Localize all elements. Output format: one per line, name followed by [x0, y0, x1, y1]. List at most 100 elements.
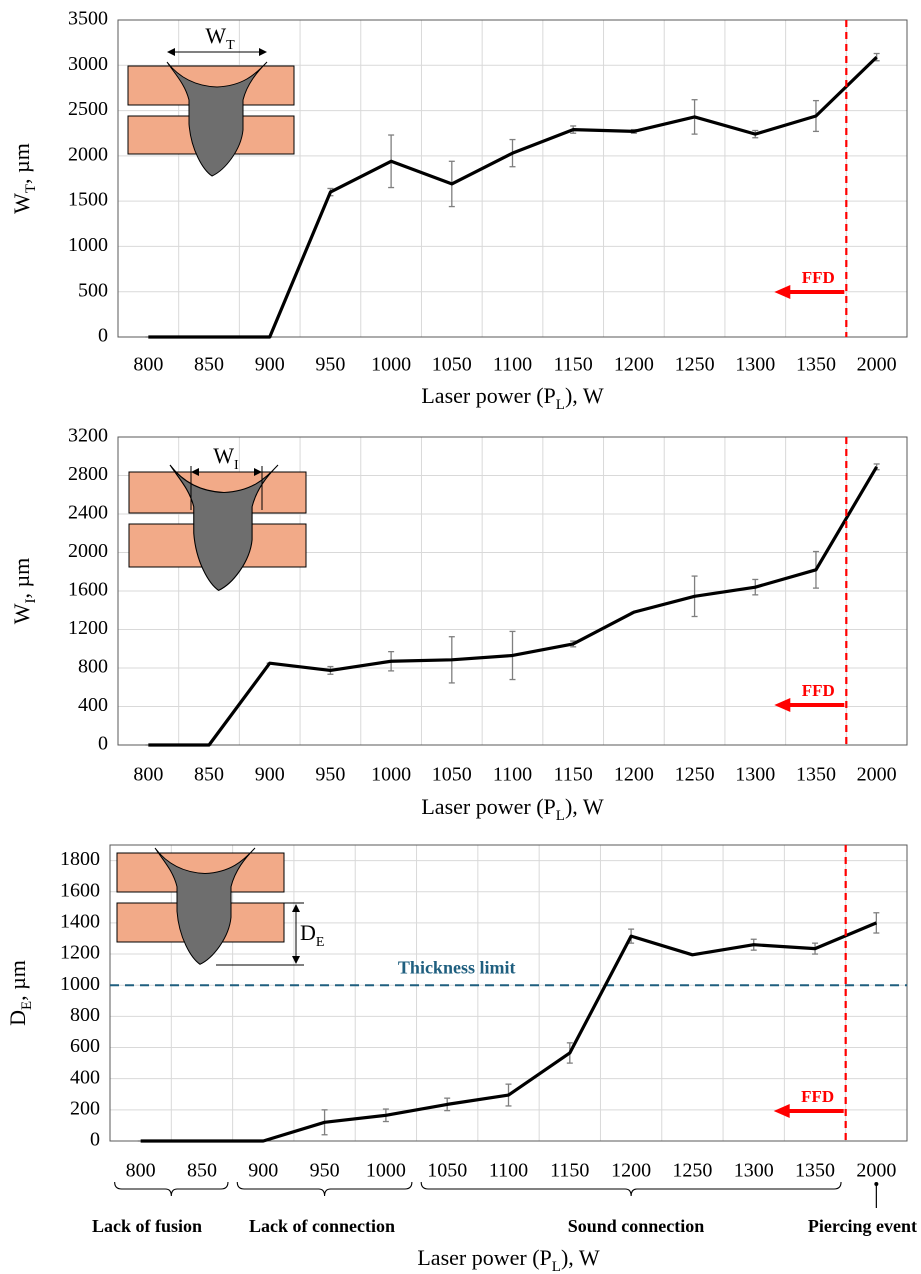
group-brace [115, 1182, 228, 1196]
y-tick-label: 0 [98, 733, 108, 755]
y-tick-label: 1600 [68, 579, 108, 601]
y-axis-label-rest: , µm [9, 143, 34, 184]
y-tick-label: 800 [70, 1004, 100, 1026]
ffd-label: FFD [802, 268, 835, 287]
ffd-arrow-head [774, 698, 790, 712]
x-tick-label: 950 [315, 354, 345, 376]
x-tick-label: 1300 [734, 1160, 774, 1182]
x-tick-label: 1050 [432, 764, 472, 786]
y-tick-label: 200 [70, 1097, 100, 1119]
x-tick-label: 1300 [735, 764, 775, 786]
x-tick-label: 800 [133, 764, 163, 786]
inset-label-sub: I [234, 458, 239, 473]
group-label: Sound connection [568, 1216, 705, 1236]
inset-label-main: D [300, 920, 316, 945]
x-tick-label: 850 [194, 354, 224, 376]
y-tick-label: 800 [78, 656, 108, 678]
y-axis-label-sub: E [19, 1001, 35, 1010]
y-axis-label-main: W [9, 193, 34, 214]
y-tick-label: 2400 [68, 502, 108, 524]
x-axis-label: Laser power (PL), W [417, 1245, 600, 1274]
inset-label-sub: E [316, 935, 325, 950]
x-tick-label: 2000 [856, 1160, 896, 1182]
ffd-arrow-head [774, 285, 790, 299]
group-brace [237, 1182, 412, 1196]
x-tick-label: 1100 [493, 764, 532, 786]
y-tick-label: 1800 [60, 848, 100, 870]
x-tick-label: 1250 [675, 764, 715, 786]
x-tick-label: 1000 [366, 1160, 406, 1182]
y-tick-label: 600 [70, 1035, 100, 1057]
reference-label: Thickness limit [398, 957, 516, 977]
y-axis-label: WI, µm [9, 558, 39, 625]
y-tick-label: 0 [98, 325, 108, 347]
group-arrow-head [874, 1182, 878, 1186]
y-tick-label: 2000 [68, 540, 108, 562]
y-tick-label: 3200 [68, 425, 108, 447]
ffd-label: FFD [801, 1087, 834, 1106]
inset-label: WI [213, 443, 239, 473]
y-axis-label: DE, µm [5, 960, 35, 1026]
y-tick-label: 500 [78, 279, 108, 301]
x-tick-label: 850 [194, 764, 224, 786]
x-axis-label-rest: ), W [565, 383, 604, 408]
x-tick-label: 1150 [554, 354, 593, 376]
x-axis-label-sub: L [552, 1259, 561, 1274]
x-tick-label: 900 [248, 1160, 278, 1182]
y-tick-label: 400 [78, 694, 108, 716]
x-tick-label: 1350 [795, 1160, 835, 1182]
inset-label-main: W [213, 443, 234, 468]
x-tick-label: 900 [255, 354, 285, 376]
y-tick-label: 1500 [68, 189, 108, 211]
y-tick-label: 1600 [60, 879, 100, 901]
x-tick-label: 800 [126, 1160, 156, 1182]
ffd-label: FFD [802, 681, 835, 700]
y-tick-label: 400 [70, 1066, 100, 1088]
x-axis-label-main: Laser power (P [421, 794, 555, 819]
group-label: Piercing event [808, 1216, 917, 1236]
y-tick-label: 1000 [68, 234, 108, 256]
inset-label-sub: T [226, 38, 235, 53]
x-tick-label: 1050 [432, 354, 472, 376]
x-tick-label: 1000 [371, 764, 411, 786]
x-tick-label: 850 [187, 1160, 217, 1182]
x-axis-label-main: Laser power (P [421, 383, 555, 408]
figure: 0200400600800100012001400160018008008509… [0, 0, 921, 1274]
x-axis-label-main: Laser power (P [417, 1245, 551, 1270]
group-label: Lack of fusion [92, 1216, 202, 1236]
y-axis-label: WT, µm [9, 143, 39, 214]
y-tick-label: 0 [90, 1129, 100, 1151]
y-axis-label-sub: T [23, 184, 39, 193]
inset-label: WT [205, 23, 235, 53]
x-tick-label: 1300 [735, 354, 775, 376]
y-tick-label: 1000 [60, 973, 100, 995]
group-brace [421, 1182, 841, 1196]
inset-label: DE [300, 920, 324, 950]
x-axis-label: Laser power (PL), W [421, 794, 604, 824]
x-tick-label: 1000 [371, 354, 411, 376]
y-axis-label-rest: , µm [9, 558, 34, 599]
x-tick-label: 2000 [857, 764, 897, 786]
y-axis-label-rest: , µm [5, 960, 30, 1001]
inset-label-main: W [205, 23, 226, 48]
x-tick-label: 1250 [675, 354, 715, 376]
y-tick-label: 1200 [68, 617, 108, 639]
inset-diagram: WI [129, 443, 306, 590]
x-axis-label-sub: L [556, 397, 565, 413]
group-label: Lack of connection [249, 1216, 395, 1236]
x-tick-label: 1100 [489, 1160, 528, 1182]
x-axis-label-sub: L [556, 808, 565, 824]
x-axis-label: Laser power (PL), W [421, 383, 604, 413]
x-tick-label: 950 [310, 1160, 340, 1182]
y-tick-label: 2500 [68, 98, 108, 120]
x-tick-label: 900 [255, 764, 285, 786]
y-tick-label: 3000 [68, 53, 108, 75]
x-tick-label: 800 [133, 354, 163, 376]
x-tick-label: 1200 [614, 764, 654, 786]
x-tick-label: 1350 [796, 354, 836, 376]
x-tick-label: 1350 [796, 764, 836, 786]
x-tick-label: 1100 [493, 354, 532, 376]
x-tick-label: 2000 [857, 354, 897, 376]
y-tick-label: 2000 [68, 143, 108, 165]
